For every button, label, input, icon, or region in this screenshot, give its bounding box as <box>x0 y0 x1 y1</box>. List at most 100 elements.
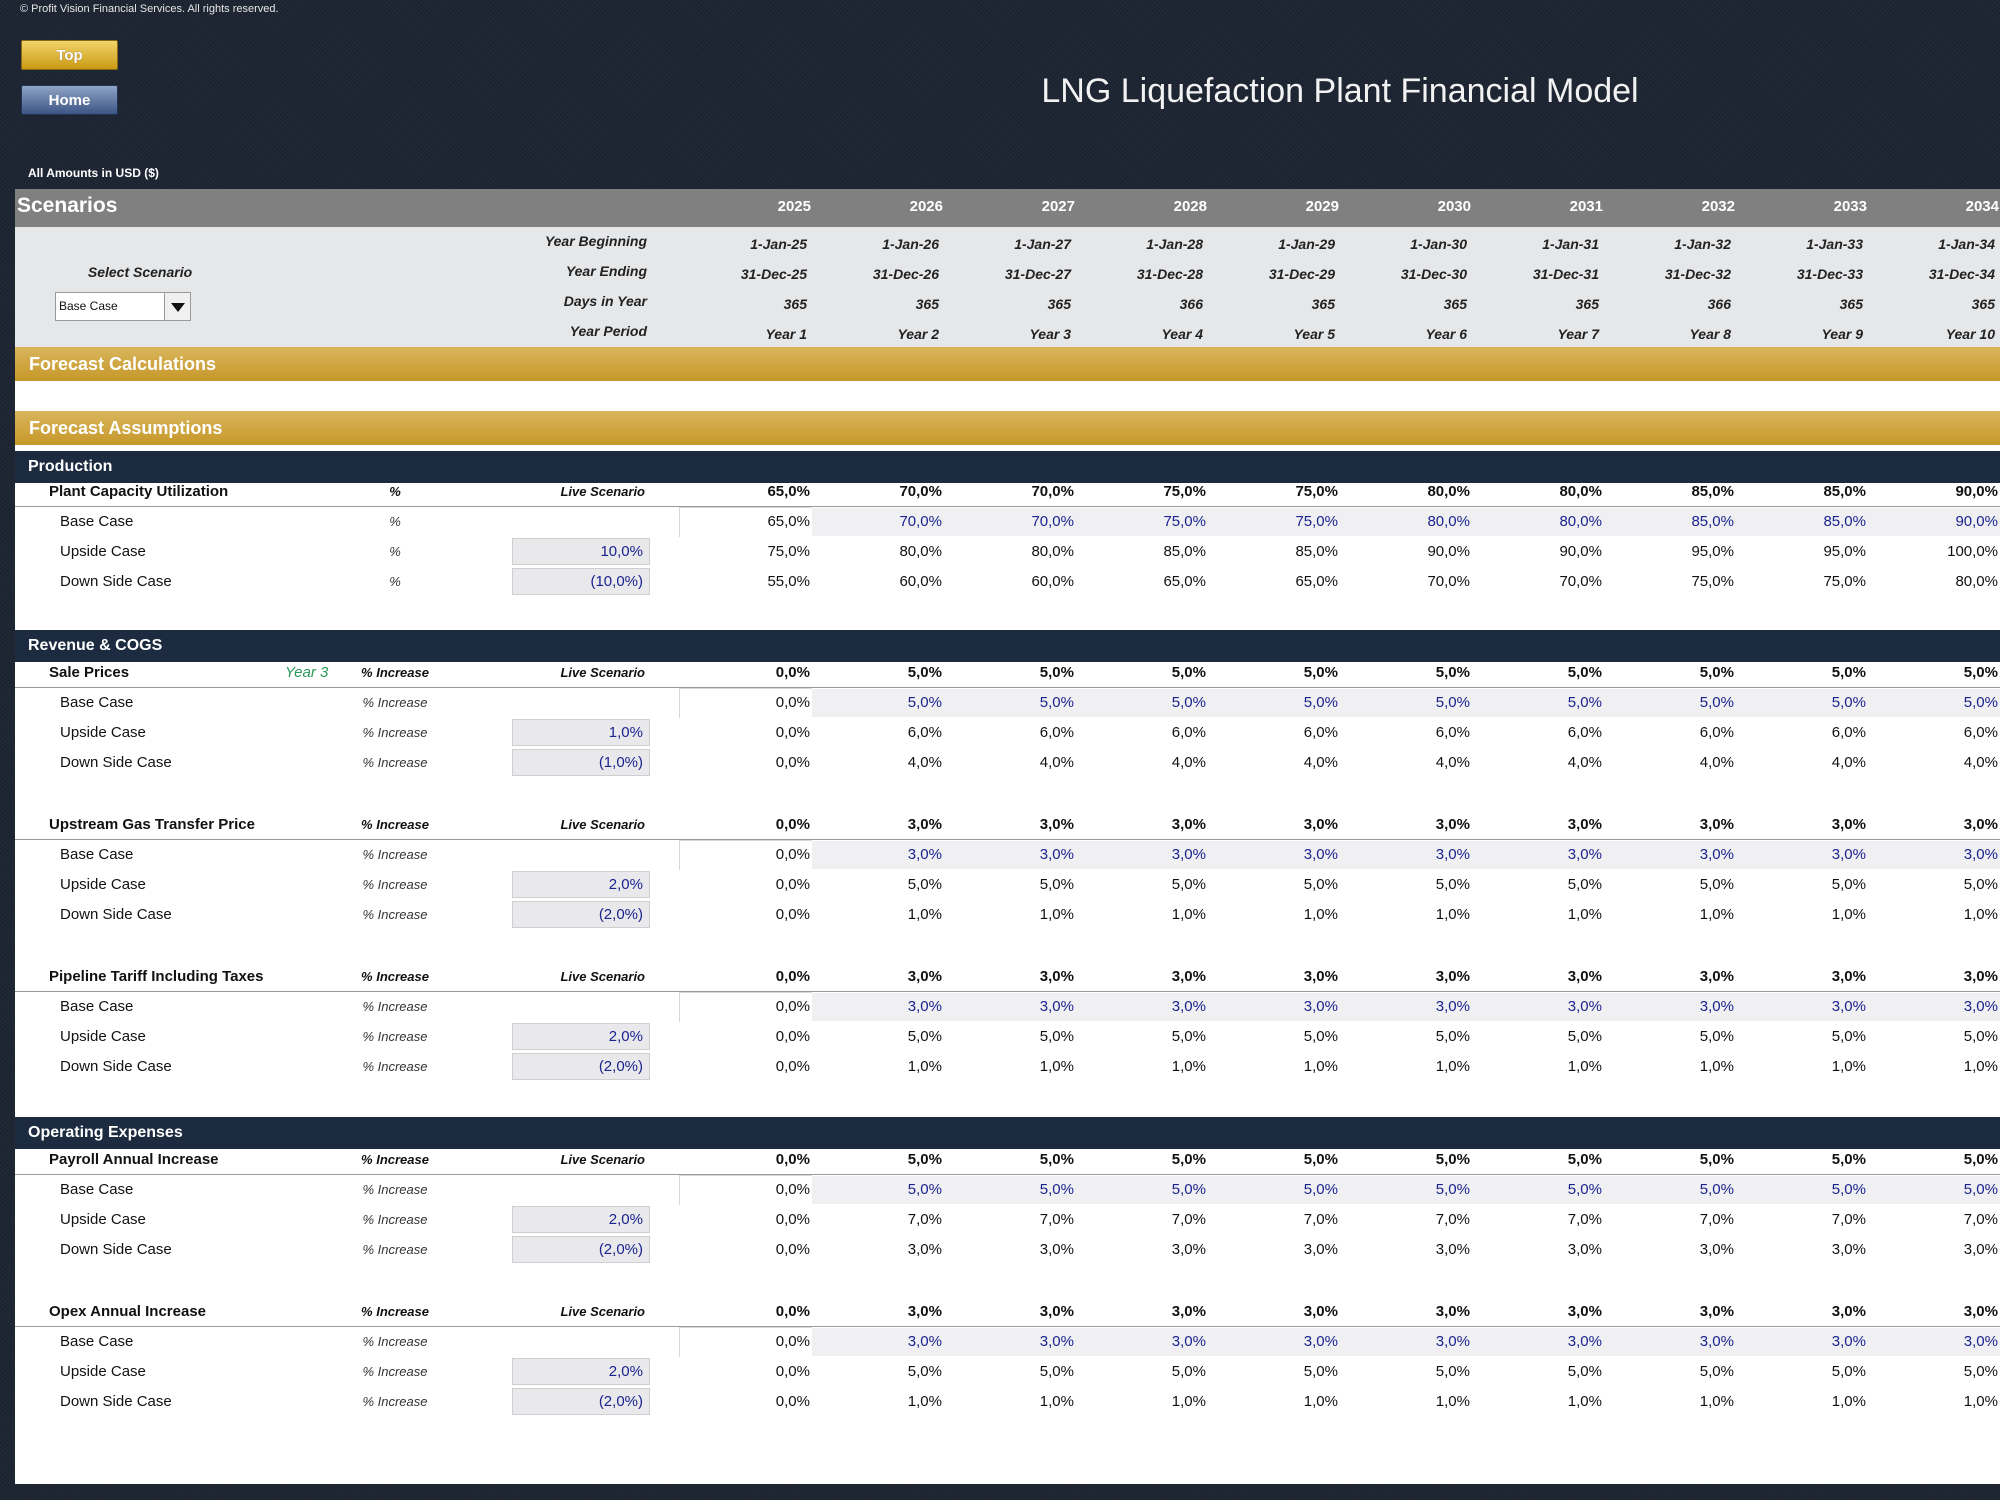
timeline-cell: 365 <box>915 296 939 312</box>
value-cell: 80,0% <box>1955 573 1998 590</box>
row-label: Pipeline Tariff Including Taxes <box>49 968 264 985</box>
value-cell: 1,0% <box>1963 1058 1998 1075</box>
timeline-cell: 1-Jan-33 <box>1806 236 1863 252</box>
value-cell: 1,0% <box>1171 906 1206 923</box>
value-cell: 95,0% <box>1691 543 1734 560</box>
case-label: Base Case <box>60 513 134 530</box>
case-row: Upside Case % Increase 2,0% 0,0% 7,0% 7,0% 7,0… <box>15 1205 2000 1235</box>
value-cell: 3,0% <box>1963 998 1998 1015</box>
value-cell: 0,0% <box>775 754 810 771</box>
row-unit: % <box>389 484 401 499</box>
scenario-adjustment-input[interactable]: (2,0%) <box>512 901 650 928</box>
timeline-cell: Year 8 <box>1689 326 1731 342</box>
first-year-cell-border <box>679 840 812 870</box>
value-cell: 80,0% <box>1031 543 1074 560</box>
value-cell: 100,0% <box>1947 543 1998 560</box>
value-cell: 0,0% <box>775 1363 810 1380</box>
value-cell: 85,0% <box>1691 483 1734 500</box>
case-unit: % Increase <box>362 877 428 892</box>
value-cell: 0,0% <box>775 1333 810 1350</box>
scenario-adjustment-input[interactable]: (10,0%) <box>512 568 650 595</box>
value-cell: 1,0% <box>1039 906 1074 923</box>
value-cell: 80,0% <box>1427 483 1470 500</box>
value-cell: 3,0% <box>1435 998 1470 1015</box>
base-case-shading <box>812 993 2000 1021</box>
value-cell: 65,0% <box>767 513 810 530</box>
value-cell: 85,0% <box>1823 483 1866 500</box>
value-cell: 5,0% <box>1963 1151 1998 1168</box>
value-cell: 3,0% <box>1171 968 1206 985</box>
value-cell: 4,0% <box>1963 754 1998 771</box>
value-cell: 5,0% <box>1567 664 1602 681</box>
value-cell: 6,0% <box>907 724 942 741</box>
value-cell: 5,0% <box>1831 1028 1866 1045</box>
value-cell: 5,0% <box>1039 1028 1074 1045</box>
timeline-cell: 365 <box>1575 296 1599 312</box>
value-cell: 3,0% <box>1831 1303 1866 1320</box>
value-cell: 5,0% <box>1831 1363 1866 1380</box>
value-cell: 3,0% <box>1831 968 1866 985</box>
value-cell: 5,0% <box>1039 1363 1074 1380</box>
year-header: 2025 <box>777 198 811 215</box>
value-cell: 3,0% <box>1963 1303 1998 1320</box>
timeline-row-label: Year Beginning <box>544 233 647 249</box>
currency-label: All Amounts in USD ($) <box>28 166 159 180</box>
value-cell: 5,0% <box>907 1028 942 1045</box>
scenario-adjustment-input[interactable]: 2,0% <box>512 1023 650 1050</box>
value-cell: 5,0% <box>1963 694 1998 711</box>
case-unit: % Increase <box>362 907 428 922</box>
value-cell: 1,0% <box>1567 1393 1602 1410</box>
value-cell: 5,0% <box>1303 694 1338 711</box>
scenario-adjustment-input[interactable]: 10,0% <box>512 538 650 565</box>
home-button[interactable]: Home <box>21 85 118 115</box>
scenario-adjustment-input[interactable]: (2,0%) <box>512 1236 650 1263</box>
case-unit: % Increase <box>362 1212 428 1227</box>
case-label: Upside Case <box>60 543 146 560</box>
forecast-calculations-band: Forecast Calculations <box>15 347 2000 381</box>
scenario-adjustment-input[interactable]: (2,0%) <box>512 1388 650 1415</box>
value-cell: 3,0% <box>1171 816 1206 833</box>
case-unit: % Increase <box>362 1059 428 1074</box>
value-cell: 3,0% <box>1831 998 1866 1015</box>
value-cell: 1,0% <box>1435 906 1470 923</box>
value-cell: 5,0% <box>1171 1151 1206 1168</box>
value-cell: 3,0% <box>1831 1333 1866 1350</box>
value-cell: 3,0% <box>907 998 942 1015</box>
value-cell: 3,0% <box>1963 846 1998 863</box>
value-cell: 5,0% <box>1435 1028 1470 1045</box>
value-cell: 0,0% <box>775 1058 810 1075</box>
first-year-cell-border <box>679 688 812 718</box>
timeline-cell: 365 <box>1971 296 1995 312</box>
value-cell: 3,0% <box>1435 846 1470 863</box>
scenario-adjustment-input[interactable]: 1,0% <box>512 719 650 746</box>
value-cell: 5,0% <box>1699 694 1734 711</box>
value-cell: 5,0% <box>1963 1181 1998 1198</box>
scenario-adjustment-input[interactable]: 2,0% <box>512 1206 650 1233</box>
value-cell: 6,0% <box>1567 724 1602 741</box>
case-row: Upside Case % Increase 2,0% 0,0% 5,0% 5,0% 5,0… <box>15 1357 2000 1387</box>
scenario-adjustment-input[interactable]: (1,0%) <box>512 749 650 776</box>
value-cell: 5,0% <box>907 876 942 893</box>
timeline-cell: 366 <box>1707 296 1731 312</box>
timeline-cell: 31-Dec-34 <box>1928 266 1995 282</box>
top-button[interactable]: Top <box>21 40 118 70</box>
row-label: Opex Annual Increase <box>49 1303 207 1320</box>
value-cell: 90,0% <box>1955 513 1998 530</box>
value-cell: 7,0% <box>1435 1211 1470 1228</box>
scenario-dropdown[interactable]: Base Case <box>55 292 191 321</box>
case-row: Base Case % Increase 0,0% 3,0% 3,0% 3,0% 3,0% 3… <box>15 992 2000 1022</box>
case-row: Upside Case % Increase 1,0% 0,0% 6,0% 6,0% 6,0… <box>15 718 2000 748</box>
case-row: Upside Case % Increase 2,0% 0,0% 5,0% 5,0% 5,0… <box>15 870 2000 900</box>
scenario-adjustment-input[interactable]: 2,0% <box>512 1358 650 1385</box>
value-cell: 3,0% <box>1699 816 1734 833</box>
live-scenario-row: Upstream Gas Transfer Price % Increase Liv… <box>15 810 2000 840</box>
case-row: Down Side Case % Increase (2,0%) 0,0% 1,0% 1,… <box>15 900 2000 930</box>
value-cell: 1,0% <box>1831 1393 1866 1410</box>
scenario-adjustment-input[interactable]: 2,0% <box>512 871 650 898</box>
scenario-adjustment-input[interactable]: (2,0%) <box>512 1053 650 1080</box>
section-header: Production <box>15 451 2000 483</box>
chevron-down-icon[interactable] <box>164 293 190 320</box>
value-cell: 5,0% <box>1567 876 1602 893</box>
case-label: Upside Case <box>60 1028 146 1045</box>
value-cell: 0,0% <box>775 1151 810 1168</box>
